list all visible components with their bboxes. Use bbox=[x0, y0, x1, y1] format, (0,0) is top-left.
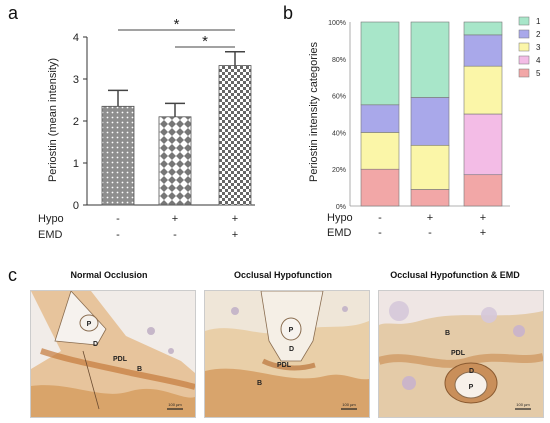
chart-b-bar-segment bbox=[360, 168, 400, 207]
micrograph-title-2: Occlusal Hypofunction bbox=[233, 270, 332, 280]
micro-2-label-pdl: PDL bbox=[277, 362, 292, 369]
chart-b-condition-value: - bbox=[378, 227, 382, 239]
chart-b-ylabel: Periostin intensity categories bbox=[308, 41, 320, 182]
micrograph-title-3: Occlusal Hypofunction & EMD bbox=[390, 270, 520, 280]
micrograph-title-1: Normal Occlusion bbox=[70, 270, 148, 280]
chart-b-legend-swatch bbox=[518, 68, 530, 78]
chart-a-bar bbox=[218, 65, 252, 206]
chart-b-condition-value: + bbox=[427, 212, 433, 224]
chart-a-ytick-label: 4 bbox=[73, 32, 79, 44]
chart-b-legend-label: 2 bbox=[536, 30, 541, 39]
chart-b-legend-label: 4 bbox=[536, 56, 541, 65]
chart-b-bar-segment bbox=[463, 174, 503, 207]
panel-letter-c: c bbox=[8, 265, 17, 285]
micro-3-label-pdl: PDL bbox=[451, 350, 466, 357]
chart-b-bar-segment bbox=[463, 65, 503, 115]
chart-a-ytick-label: 2 bbox=[73, 116, 79, 128]
micro-3-label-b: B bbox=[445, 330, 450, 337]
chart-b-bar-segment bbox=[410, 97, 450, 146]
chart-b-legend-swatch bbox=[518, 29, 530, 39]
chart-a-condition-name: EMD bbox=[38, 229, 63, 241]
panel-letter-a: a bbox=[8, 3, 19, 23]
chart-b-ytick-label: 0% bbox=[336, 204, 346, 211]
chart-a-condition-value: - bbox=[116, 213, 120, 225]
micro-2-label-p: P bbox=[289, 327, 294, 334]
chart-b: Periostin intensity categories 0% 20% 40% 6… bbox=[308, 16, 541, 239]
chart-b-ytick-label: 60% bbox=[332, 94, 346, 101]
panel-letter-b: b bbox=[283, 3, 294, 23]
micro-2-label-d: D bbox=[289, 346, 294, 353]
chart-a-ytick-label: 1 bbox=[73, 158, 79, 170]
micro-3-label-p: P bbox=[469, 384, 474, 391]
chart-b-bar-segment bbox=[463, 34, 503, 67]
chart-a-condition-value: + bbox=[232, 229, 238, 241]
chart-b-bar-segment bbox=[360, 21, 400, 106]
chart-b-ytick-label: 20% bbox=[332, 167, 346, 174]
chart-a-significance-star: * bbox=[174, 16, 180, 33]
micro-3-label-d: D bbox=[469, 368, 474, 375]
chart-b-bar-segment bbox=[410, 21, 450, 98]
chart-a: Periostin (mean intensity) 0 1 2 3 4 * * Hypo… bbox=[38, 16, 255, 241]
chart-b-legend-label: 3 bbox=[536, 43, 541, 52]
chart-b-condition-name: Hypo bbox=[327, 212, 353, 224]
chart-b-legend-label: 5 bbox=[536, 69, 541, 78]
chart-a-condition-name: Hypo bbox=[38, 213, 64, 225]
chart-a-bar bbox=[158, 116, 192, 206]
chart-a-condition-value: - bbox=[173, 229, 177, 241]
chart-b-condition-name: EMD bbox=[327, 227, 352, 239]
micrograph-occlusal-hypofunction: P D PDL B 100 µm bbox=[204, 290, 370, 418]
chart-b-bar-segment bbox=[463, 21, 503, 36]
chart-a-ytick-label: 0 bbox=[73, 200, 79, 212]
micrograph-occlusal-hypofunction-emd: B PDL D P 100 µm bbox=[378, 290, 544, 418]
chart-b-condition-value: + bbox=[480, 212, 486, 224]
micro-1-label-pdl: PDL bbox=[113, 356, 128, 363]
chart-b-condition-value: + bbox=[480, 227, 486, 239]
chart-b-bar-segment bbox=[360, 104, 400, 133]
chart-b-ytick-label: 40% bbox=[332, 130, 346, 137]
chart-b-legend-swatch bbox=[518, 42, 530, 52]
micro-2-scale: 100 µm bbox=[342, 402, 356, 407]
chart-b-condition-value: - bbox=[428, 227, 432, 239]
micrograph-normal-occlusion: P D PDL B 100 µm bbox=[30, 290, 196, 418]
chart-a-bar bbox=[101, 105, 135, 206]
micro-1-label-b: B bbox=[137, 366, 142, 373]
chart-b-bar-segment bbox=[463, 113, 503, 176]
chart-a-condition-value: + bbox=[232, 213, 238, 225]
micro-1-label-p: P bbox=[87, 321, 92, 328]
chart-a-ylabel: Periostin (mean intensity) bbox=[47, 58, 59, 182]
chart-b-bar-segment bbox=[360, 132, 400, 170]
chart-a-significance-star: * bbox=[202, 33, 208, 50]
chart-a-condition-value: + bbox=[172, 213, 178, 225]
micro-3-scale: 100 µm bbox=[516, 402, 530, 407]
chart-b-legend-swatch bbox=[518, 55, 530, 65]
chart-b-legend-label: 1 bbox=[536, 17, 541, 26]
chart-a-condition-value: - bbox=[116, 229, 120, 241]
chart-b-bar-segment bbox=[410, 144, 450, 190]
chart-b-legend-swatch bbox=[518, 16, 530, 26]
chart-b-ytick-label: 80% bbox=[332, 57, 346, 64]
micro-1-label-d: D bbox=[93, 341, 98, 348]
chart-b-condition-value: - bbox=[378, 212, 382, 224]
micro-1-scale: 100 µm bbox=[168, 402, 182, 407]
chart-a-ytick-label: 3 bbox=[73, 74, 79, 86]
chart-b-ytick-label: 100% bbox=[328, 20, 346, 27]
chart-b-bar-segment bbox=[410, 189, 450, 207]
micro-2-label-b: B bbox=[257, 380, 262, 387]
